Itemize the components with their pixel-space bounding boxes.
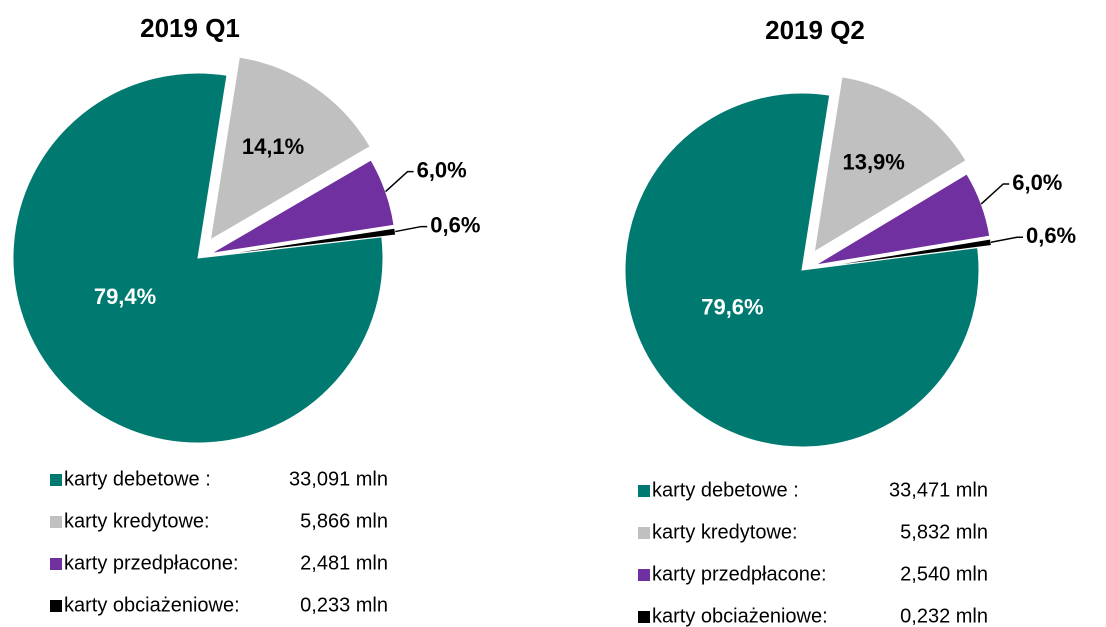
legend-amount: 5,832 mln (900, 521, 988, 543)
data-label: 0,6% (1026, 223, 1076, 248)
pie-slice (813, 76, 967, 253)
legend-amount: 0,232 mln (900, 605, 988, 627)
chart-title: 2019 Q2 (765, 15, 865, 45)
legend-amount: 5,866 mln (300, 510, 388, 532)
legend-amount: 2,540 mln (900, 563, 988, 585)
legend-swatch (638, 569, 650, 581)
legend-label: karty obciażeniowe: (652, 605, 828, 627)
pie-slice (814, 173, 991, 266)
legend-label: karty kredytowe: (652, 521, 798, 543)
data-label: 14,1% (242, 134, 304, 159)
leader-line (980, 183, 1010, 205)
pie-slice (210, 159, 395, 254)
pie-slice (624, 92, 980, 448)
pie-slice (12, 72, 384, 444)
pie-slice (211, 227, 397, 257)
legend-label: karty kredytowe: (64, 510, 210, 532)
legend-swatch (638, 611, 650, 623)
legend-amount: 33,091 mln (289, 468, 388, 490)
legend-label: karty przedpłacone: (652, 563, 827, 585)
legend-swatch (638, 485, 650, 497)
legend-label: karty przedpłacone: (64, 552, 239, 574)
legend-label: karty obciażeniowe: (64, 594, 240, 616)
legend-swatch (50, 516, 62, 528)
legend-amount: 33,471 mln (889, 479, 988, 501)
chart-title: 2019 Q1 (140, 13, 240, 43)
legend-amount: 2,481 mln (300, 552, 388, 574)
leader-line (385, 170, 414, 193)
data-label: 6,0% (417, 157, 467, 182)
pie-slice (209, 56, 371, 241)
data-label: 0,6% (430, 212, 480, 237)
legend-swatch (638, 527, 650, 539)
data-label: 6,0% (1012, 170, 1062, 195)
data-label: 79,4% (94, 284, 156, 309)
data-label: 13,9% (842, 150, 904, 175)
leader-line (990, 236, 1023, 243)
legend-amount: 0,233 mln (300, 594, 388, 616)
legend-swatch (50, 558, 62, 570)
leader-line (395, 225, 428, 233)
legend-label: karty debetowe : (64, 468, 211, 490)
data-label: 79,6% (701, 295, 763, 320)
legend-swatch (50, 474, 62, 486)
legend-label: karty debetowe : (652, 479, 799, 501)
legend-swatch (50, 600, 62, 612)
